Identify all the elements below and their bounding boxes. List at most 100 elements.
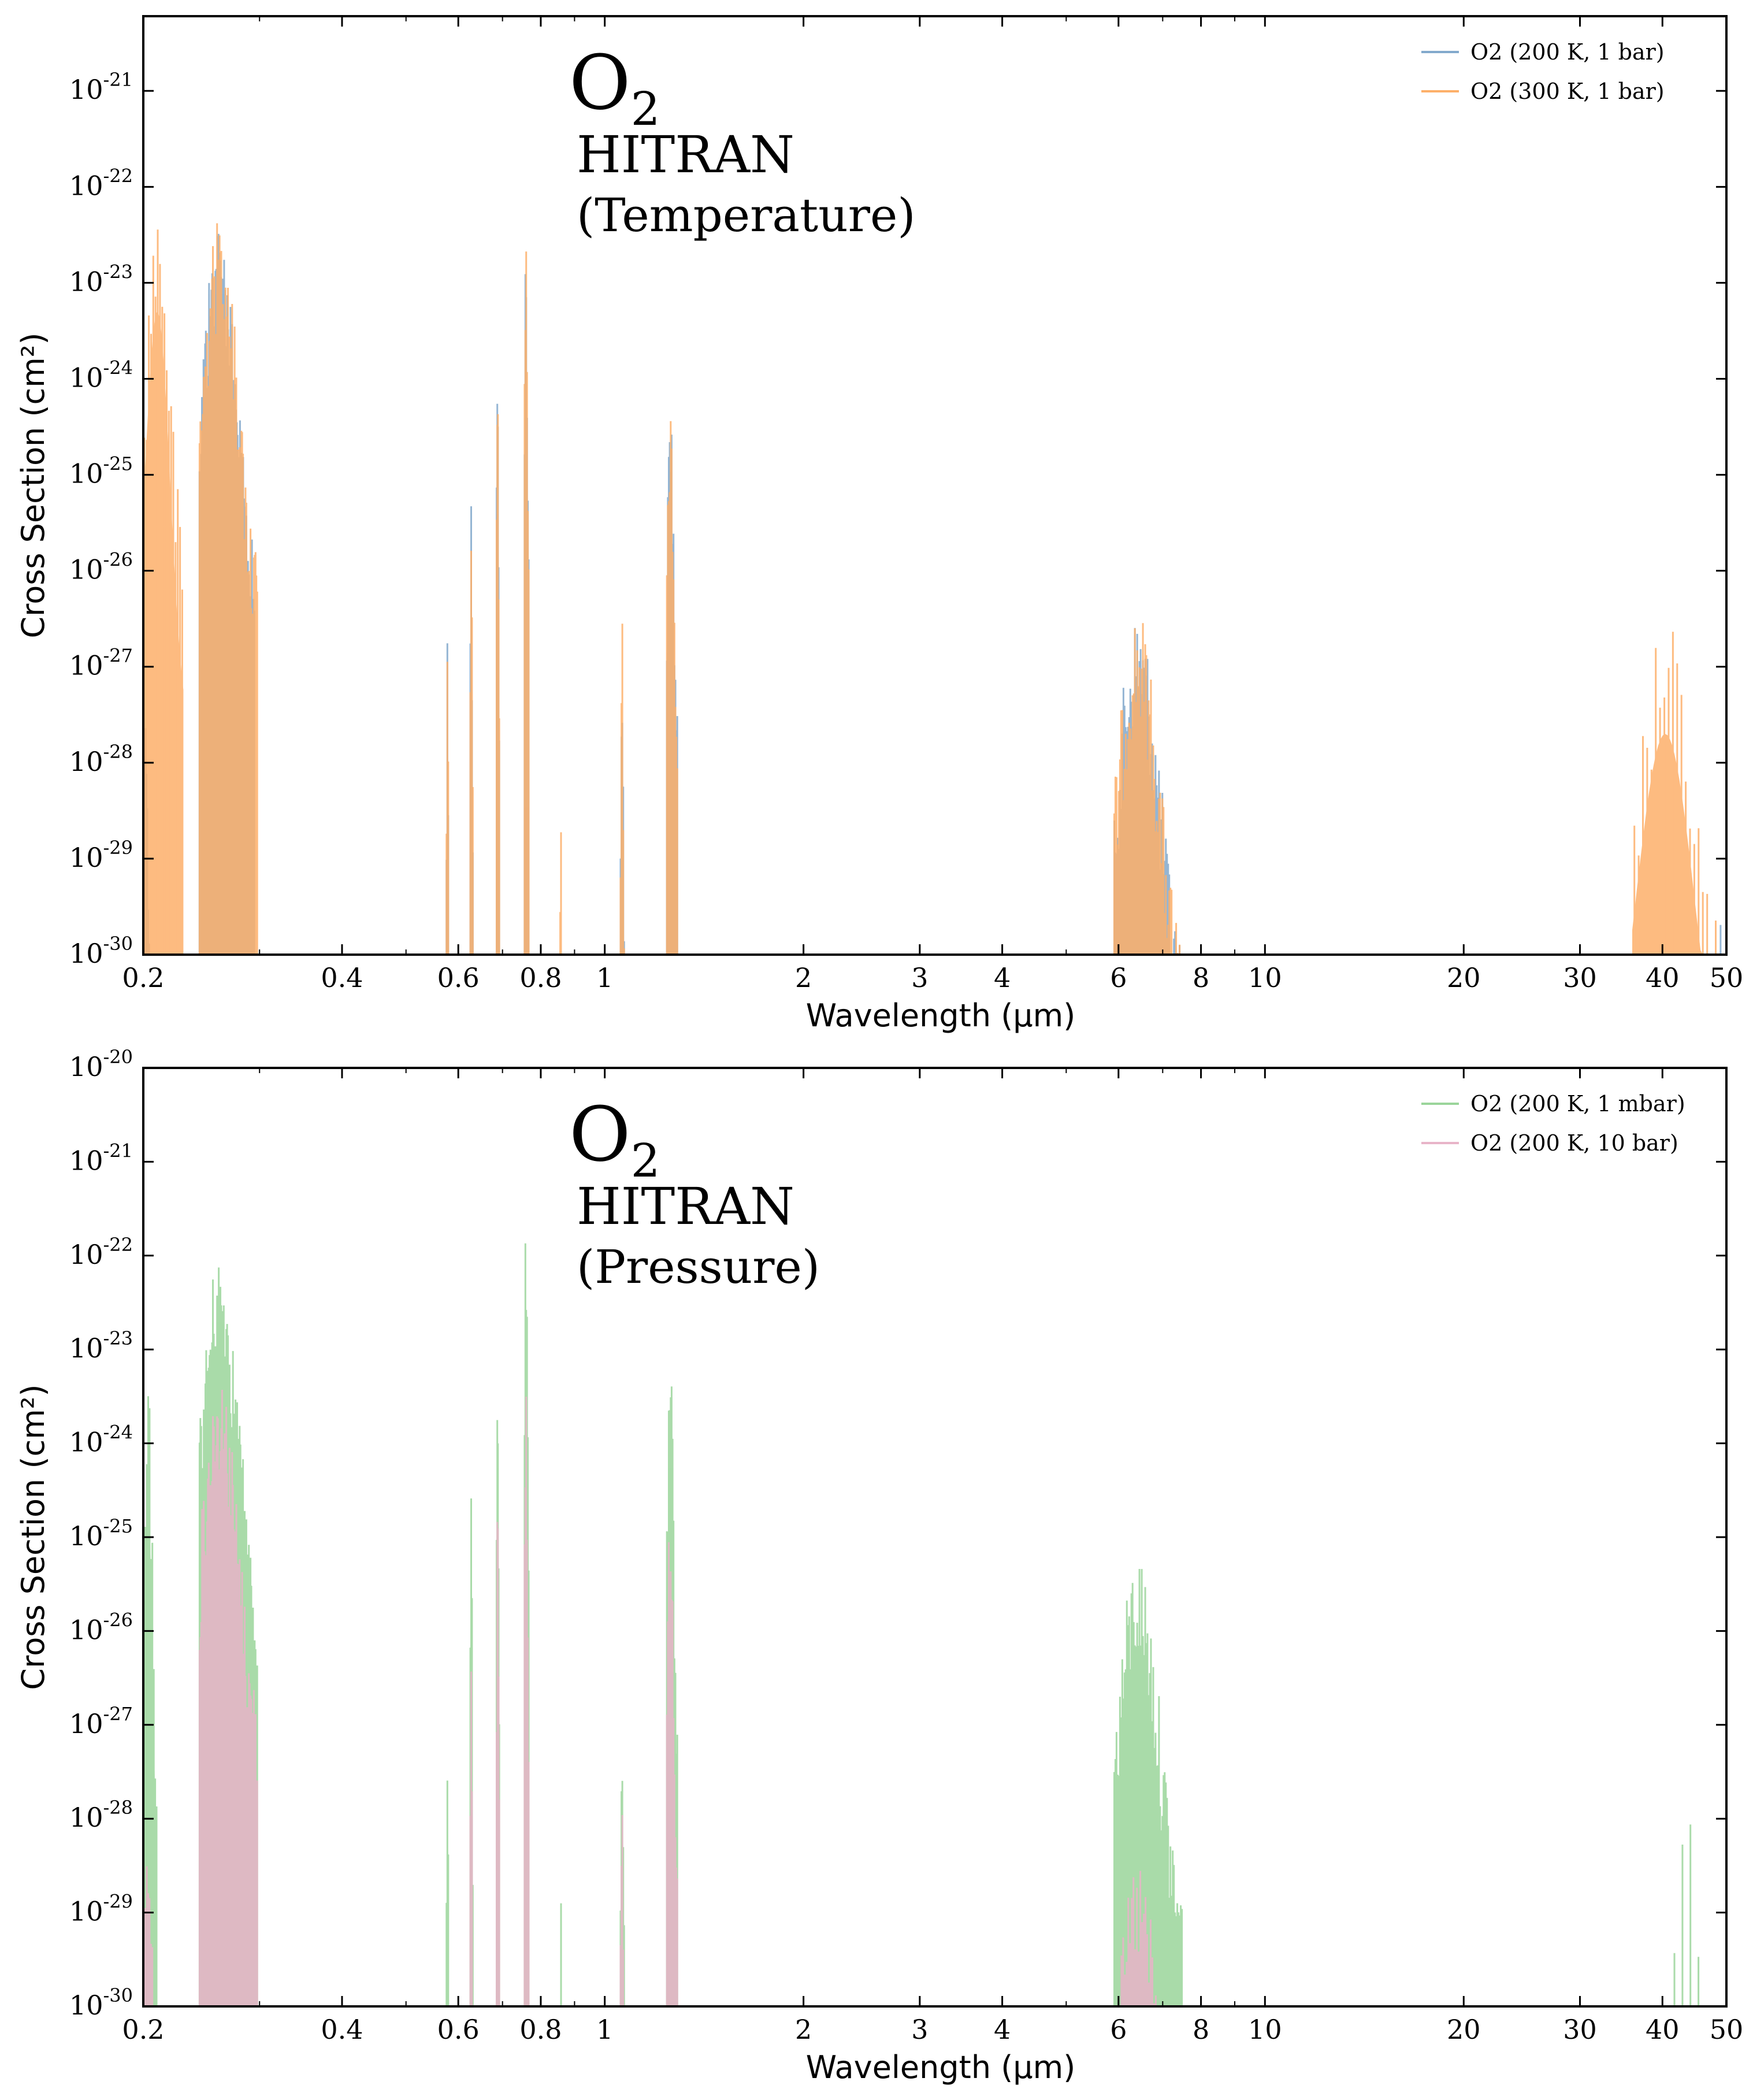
annotation-line2: HITRAN xyxy=(577,125,794,184)
x-tick-label: 0.4 xyxy=(321,2014,363,2045)
y-tick-label: 10-22 xyxy=(69,1234,133,1270)
x-tick-label: 30 xyxy=(1563,962,1597,993)
x-tick-label: 6 xyxy=(1110,962,1127,993)
x-tick-label: 0.8 xyxy=(519,962,562,993)
annotation-line3: (Temperature) xyxy=(577,188,916,242)
band-lines xyxy=(523,251,530,955)
y-tick-label: 10-30 xyxy=(69,1984,133,2021)
x-tick-label: 8 xyxy=(1193,962,1209,993)
x-tick-label: 40 xyxy=(1646,2014,1680,2045)
band-lines xyxy=(1633,632,1717,955)
x-tick-label: 0.2 xyxy=(122,2014,164,2045)
plot-area xyxy=(143,223,1726,955)
band-lines xyxy=(1113,1569,1183,2006)
y-tick-label: 10-28 xyxy=(69,1797,133,1833)
y-axis-label: Cross Section (cm²) xyxy=(15,332,51,638)
y-tick-label: 10-26 xyxy=(69,1609,133,1645)
annotation-line3: (Pressure) xyxy=(577,1240,820,1294)
y-tick-label: 10-20 xyxy=(69,1046,133,1082)
annotation-molecule-base: O xyxy=(569,39,631,127)
x-tick-label: 50 xyxy=(1710,2014,1744,2045)
y-tick-label: 10-24 xyxy=(69,357,133,393)
y-tick-label: 10-25 xyxy=(69,1515,133,1552)
band-lines xyxy=(469,1671,473,2006)
band-lines xyxy=(1719,925,1722,955)
x-tick-label: 0.6 xyxy=(437,2014,480,2045)
legend-label-series-1: O2 (300 K, 1 bar) xyxy=(1470,79,1665,104)
x-tick-label: 0.2 xyxy=(122,962,164,993)
x-tick-label: 2 xyxy=(795,962,812,993)
y-tick-label: 10-21 xyxy=(69,1140,133,1176)
chart-temperature: 0.2 0.4 0.6 0.8 1 2 3 4 6 8 10 20 30 40 50 10-30 10-29 10… xyxy=(15,15,1743,1034)
x-tick-label: 1 xyxy=(596,2014,613,2045)
annotation-molecule-base: O xyxy=(569,1090,631,1178)
series-1 xyxy=(143,1390,1183,2006)
x-tick-label: 0.6 xyxy=(437,962,480,993)
annotation-molecule-sub: 2 xyxy=(631,1134,660,1188)
axis-ticks: 0.2 0.4 0.6 0.8 1 2 3 4 6 8 10 20 30 40 50 10-30 10-29 10… xyxy=(69,16,1743,993)
x-tick-label: 2 xyxy=(795,2014,812,2045)
y-tick-label: 10-29 xyxy=(69,1891,133,1927)
x-tick-label: 10 xyxy=(1248,962,1282,993)
band-lines xyxy=(619,624,625,955)
y-tick-label: 10-23 xyxy=(69,261,133,297)
band-lines xyxy=(619,1815,625,2006)
y-tick-label: 10-28 xyxy=(69,741,133,777)
x-tick-label: 3 xyxy=(911,2014,928,2045)
x-axis-label: Wavelength (µm) xyxy=(806,997,1076,1034)
band-lines xyxy=(198,223,258,955)
plot-frame xyxy=(142,1067,1728,2008)
legend-label-series-0: O2 (200 K, 1 mbar) xyxy=(1470,1091,1685,1116)
annotation-molecule-sub: 2 xyxy=(631,82,660,136)
x-tick-label: 50 xyxy=(1710,962,1744,993)
y-tick-label: 10-27 xyxy=(69,645,133,681)
x-tick-label: 4 xyxy=(994,2014,1011,2045)
band-lines xyxy=(559,832,562,955)
series-0 xyxy=(143,233,1722,955)
band-lines xyxy=(1113,623,1181,955)
y-tick-label: 10-30 xyxy=(69,933,133,969)
band-lines xyxy=(445,662,450,955)
band-lines xyxy=(198,1390,258,2006)
x-axis-label: Wavelength (µm) xyxy=(806,2049,1076,2086)
x-tick-label: 20 xyxy=(1447,962,1481,993)
x-tick-label: 3 xyxy=(911,962,928,993)
y-tick-label: 10-22 xyxy=(69,165,133,201)
band-lines xyxy=(666,1542,678,2006)
y-tick-label: 10-24 xyxy=(69,1422,133,1458)
y-tick-label: 10-21 xyxy=(69,69,133,105)
series-0 xyxy=(143,1243,1700,2006)
y-tick-label: 10-26 xyxy=(69,549,133,585)
band-lines xyxy=(523,1396,530,2006)
band-lines xyxy=(560,1903,562,2006)
axis-ticks: 0.2 0.4 0.6 0.8 1 2 3 4 6 8 10 20 30 40 50 10-30 10-29 10… xyxy=(69,1046,1743,2045)
series-1 xyxy=(143,223,1726,955)
annotation-molecule: O2 xyxy=(569,1090,660,1188)
x-tick-label: 40 xyxy=(1646,962,1680,993)
x-tick-label: 8 xyxy=(1193,2014,1209,2045)
legend-label-series-1: O2 (200 K, 10 bar) xyxy=(1470,1130,1678,1156)
x-tick-label: 30 xyxy=(1563,2014,1597,2045)
band-lines xyxy=(496,1522,500,2006)
plot-area xyxy=(143,1243,1700,2006)
legend: O2 (200 K, 1 bar) O2 (300 K, 1 bar) xyxy=(1421,39,1665,104)
y-tick-label: 10-25 xyxy=(69,453,133,489)
legend: O2 (200 K, 1 mbar) O2 (200 K, 10 bar) xyxy=(1421,1091,1685,1156)
annotation: O2 HITRAN (Pressure) xyxy=(569,1090,820,1294)
band-lines xyxy=(1673,1824,1700,2006)
y-tick-label: 10-29 xyxy=(69,837,133,873)
chart-pressure: 0.2 0.4 0.6 0.8 1 2 3 4 6 8 10 20 30 40 50 10-30 10-29 10… xyxy=(15,1046,1743,2086)
annotation-line2: HITRAN xyxy=(577,1177,794,1236)
legend-label-series-0: O2 (200 K, 1 bar) xyxy=(1470,39,1665,65)
x-tick-label: 4 xyxy=(994,962,1011,993)
x-tick-label: 1 xyxy=(596,962,613,993)
x-tick-label: 0.8 xyxy=(519,2014,562,2045)
band-lines xyxy=(1120,1871,1157,2006)
x-tick-label: 6 xyxy=(1110,2014,1127,2045)
y-axis-label: Cross Section (cm²) xyxy=(15,1384,51,1690)
y-tick-label: 10-23 xyxy=(69,1327,133,1364)
annotation: O2 HITRAN (Temperature) xyxy=(569,39,916,242)
band-lines xyxy=(496,414,500,955)
